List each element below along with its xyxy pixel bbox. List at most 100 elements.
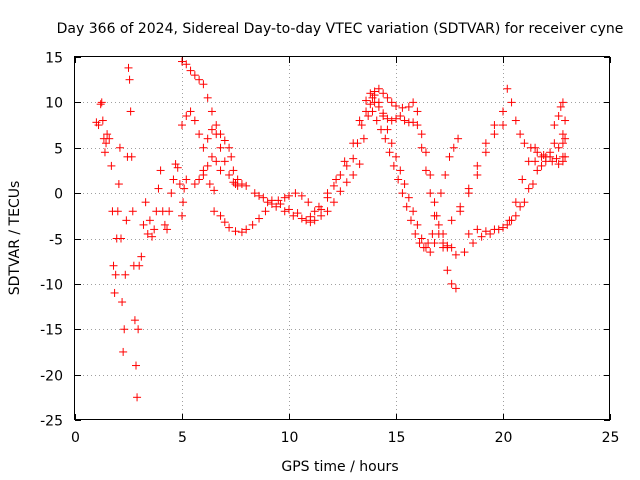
data-point bbox=[398, 103, 407, 112]
data-point bbox=[169, 175, 178, 184]
data-point bbox=[178, 211, 186, 220]
data-point bbox=[481, 139, 490, 148]
data-point bbox=[366, 100, 375, 109]
data-point bbox=[439, 229, 448, 238]
data-point bbox=[428, 229, 437, 238]
data-point bbox=[558, 130, 567, 139]
data-point bbox=[203, 134, 212, 143]
data-point bbox=[98, 116, 107, 125]
data-point bbox=[304, 198, 313, 207]
data-point bbox=[528, 180, 537, 189]
data-point bbox=[449, 143, 458, 152]
data-point bbox=[537, 161, 546, 170]
axis-ticks bbox=[75, 57, 611, 421]
data-point bbox=[128, 207, 137, 216]
data-point bbox=[280, 207, 289, 216]
data-point bbox=[349, 170, 358, 179]
data-point bbox=[426, 189, 435, 198]
data-point bbox=[490, 121, 499, 130]
data-point bbox=[229, 166, 238, 175]
data-point bbox=[404, 193, 413, 202]
data-point bbox=[342, 161, 351, 170]
data-point bbox=[163, 225, 172, 234]
data-point bbox=[207, 107, 216, 116]
data-point bbox=[456, 207, 465, 216]
data-point bbox=[195, 75, 204, 84]
data-point bbox=[291, 189, 300, 198]
data-point bbox=[409, 207, 418, 216]
data-point bbox=[216, 211, 225, 220]
grid-lines bbox=[75, 57, 610, 420]
data-point bbox=[165, 207, 174, 216]
data-point bbox=[306, 212, 315, 221]
data-point bbox=[207, 125, 216, 134]
data-point bbox=[180, 184, 189, 193]
data-point bbox=[216, 143, 225, 152]
data-point bbox=[473, 170, 482, 179]
data-point bbox=[359, 134, 368, 143]
data-point bbox=[546, 148, 555, 157]
data-point bbox=[362, 96, 371, 105]
data-point bbox=[432, 211, 441, 220]
data-point bbox=[141, 198, 150, 207]
data-point bbox=[134, 325, 143, 334]
data-point bbox=[267, 196, 276, 205]
data-point bbox=[520, 198, 529, 207]
data-point bbox=[364, 111, 373, 120]
data-point bbox=[372, 116, 381, 125]
data-point bbox=[103, 130, 112, 139]
data-point bbox=[411, 229, 420, 238]
data-point bbox=[524, 184, 533, 193]
data-point bbox=[355, 116, 364, 125]
data-point bbox=[133, 393, 142, 402]
data-point bbox=[396, 166, 405, 175]
data-point bbox=[102, 139, 111, 148]
data-point bbox=[96, 100, 105, 109]
data-point bbox=[242, 181, 251, 190]
data-point bbox=[336, 170, 345, 179]
x-tick-label: 10 bbox=[281, 430, 299, 446]
data-point bbox=[417, 234, 426, 243]
data-point bbox=[127, 152, 136, 161]
data-point bbox=[137, 252, 146, 261]
data-point bbox=[336, 187, 345, 196]
data-point bbox=[105, 134, 114, 143]
data-point bbox=[212, 121, 221, 130]
data-point bbox=[447, 279, 456, 288]
data-point bbox=[225, 223, 234, 232]
data-point bbox=[131, 361, 140, 370]
data-point bbox=[409, 98, 418, 107]
y-tick-label: 10 bbox=[45, 96, 63, 112]
data-point bbox=[552, 154, 561, 163]
data-point bbox=[314, 202, 323, 211]
data-point bbox=[516, 130, 525, 139]
data-point bbox=[182, 111, 191, 120]
y-tick-label: 5 bbox=[54, 142, 63, 158]
data-point bbox=[516, 202, 525, 211]
data-point bbox=[421, 166, 430, 175]
data-point bbox=[173, 163, 182, 172]
data-point bbox=[186, 107, 195, 116]
data-point bbox=[454, 134, 463, 143]
data-point bbox=[233, 175, 242, 184]
data-point bbox=[263, 198, 272, 207]
data-point bbox=[109, 261, 118, 270]
data-point bbox=[212, 130, 221, 139]
data-point bbox=[439, 239, 448, 248]
data-point bbox=[220, 157, 229, 166]
x-axis-label: GPS time / hours bbox=[281, 459, 398, 475]
x-tick-label: 5 bbox=[178, 430, 187, 446]
data-point bbox=[216, 166, 225, 175]
data-point bbox=[561, 116, 570, 125]
data-point bbox=[160, 220, 169, 229]
data-point bbox=[250, 189, 259, 198]
data-point bbox=[297, 191, 306, 200]
data-point bbox=[383, 93, 392, 102]
data-point bbox=[396, 111, 405, 120]
data-point bbox=[499, 223, 507, 232]
data-point bbox=[370, 91, 379, 100]
data-point bbox=[409, 118, 418, 127]
data-point bbox=[113, 207, 122, 216]
data-point bbox=[413, 107, 422, 116]
plot-frame bbox=[74, 56, 610, 420]
